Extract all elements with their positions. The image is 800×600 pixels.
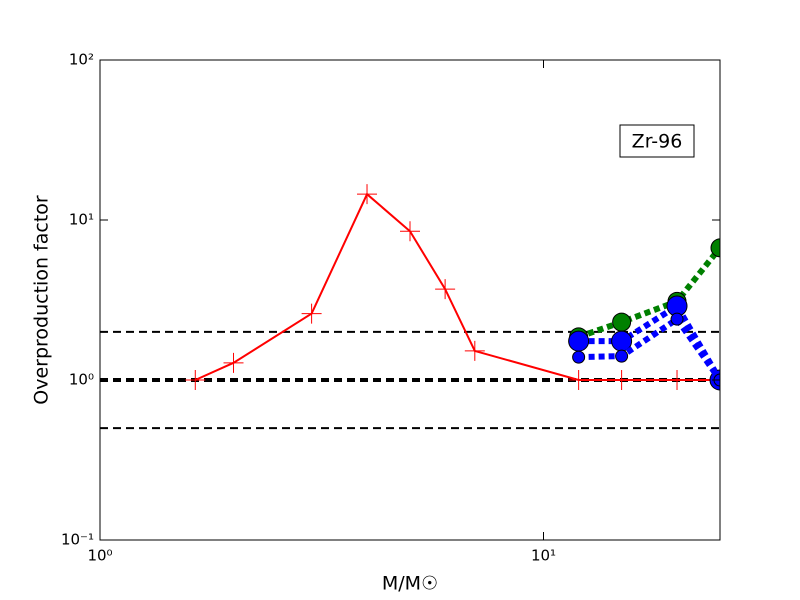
marker — [301, 303, 322, 324]
annotation-box — [619, 124, 695, 158]
x-axis-label: M/M☉ — [382, 573, 438, 595]
y-tick-label: 10⁰ — [69, 371, 94, 389]
marker — [568, 330, 590, 352]
marker — [464, 340, 485, 361]
marker — [611, 370, 632, 390]
series-line — [578, 301, 720, 382]
y-axis-label: Overproduction factor — [31, 195, 53, 405]
series-line — [578, 315, 720, 382]
marker — [357, 184, 378, 205]
marker — [435, 279, 456, 300]
y-tick-label: 10¹ — [69, 211, 94, 229]
marker — [612, 312, 632, 332]
y-tick-label: 10⁻¹ — [61, 531, 94, 549]
marker — [400, 221, 420, 242]
x-tick-label: 10¹ — [531, 547, 556, 565]
annotation: Zr-96 — [632, 131, 683, 153]
marker — [185, 370, 206, 390]
marker — [615, 349, 629, 363]
marker — [710, 238, 720, 258]
plot-frame — [99, 59, 721, 541]
x-tick-label: 10⁰ — [87, 547, 112, 565]
y-tick-label: 10² — [69, 51, 94, 69]
marker — [670, 312, 684, 326]
marker — [568, 370, 589, 390]
marker — [572, 350, 586, 364]
plot-area — [100, 184, 720, 430]
marker — [667, 370, 688, 390]
marker — [223, 352, 244, 373]
series-line — [577, 245, 720, 340]
